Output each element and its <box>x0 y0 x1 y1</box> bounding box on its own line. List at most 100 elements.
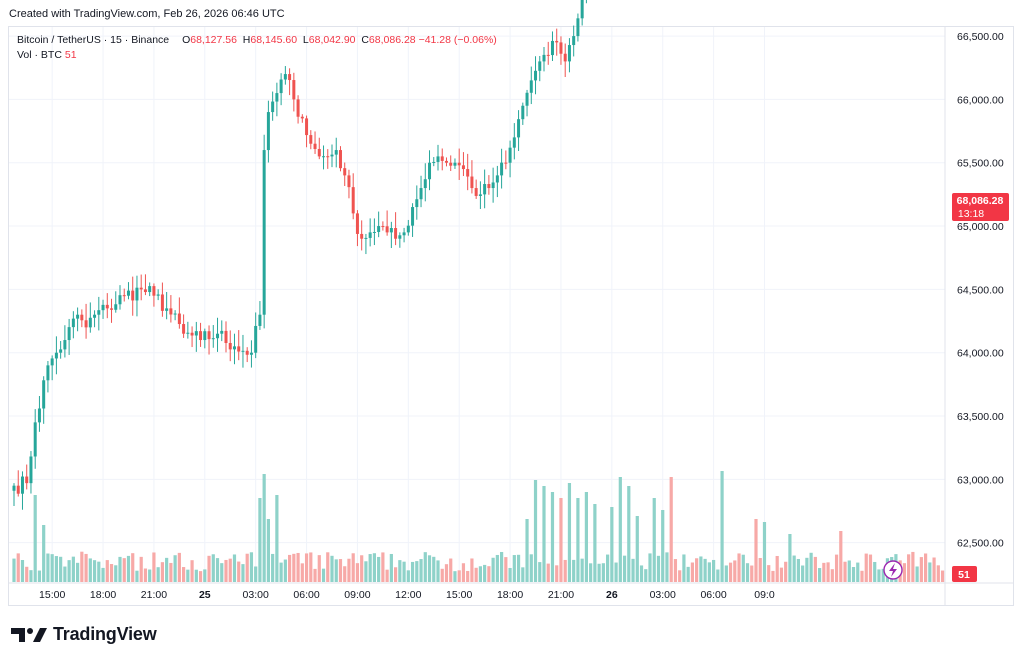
candle-body <box>122 295 126 297</box>
volume-bar <box>873 561 877 582</box>
candle-body <box>402 232 406 236</box>
volume-bar <box>661 510 665 582</box>
axis-badges: 68,086.28 13:18 51 <box>952 193 1009 582</box>
candle-body <box>25 476 29 484</box>
symbol-name[interactable]: Bitcoin / TetherUS · 15 · Binance <box>17 34 170 46</box>
volume-bar <box>631 558 635 582</box>
volume-bar <box>652 498 656 582</box>
volume-bar <box>695 558 699 582</box>
volume-bar <box>186 569 190 582</box>
volume-bar <box>940 570 945 582</box>
candle-body <box>326 156 330 158</box>
volume-bar <box>754 519 758 582</box>
candle-body <box>529 80 533 93</box>
volume-bar <box>224 559 228 582</box>
volume-bar <box>101 567 105 582</box>
volume-bar <box>491 557 495 582</box>
volume-bar <box>228 558 232 582</box>
candle-body <box>470 176 474 189</box>
volume-bar <box>351 553 355 582</box>
price-tick-label: 62,500.00 <box>957 538 1004 550</box>
volume-label: Vol · BTC <box>17 49 62 61</box>
volume-bar <box>326 552 330 582</box>
volume-bar <box>190 560 194 582</box>
candle-body <box>466 169 470 177</box>
candle-body <box>461 165 465 170</box>
candle-body <box>237 346 241 352</box>
volume-bar <box>232 554 237 582</box>
volume-bar <box>712 559 716 582</box>
candle-body <box>580 0 584 19</box>
volume-bar <box>584 492 588 582</box>
volume-bar <box>249 552 254 582</box>
candle-body <box>160 294 164 311</box>
volume-bar <box>924 553 928 582</box>
volume-bar <box>453 571 457 582</box>
candle-body <box>550 40 554 56</box>
volume-bar <box>589 563 593 582</box>
time-axis[interactable]: 15:00 18:00 21:00 25 03:00 06:00 09:00 12:00 15:… <box>39 589 775 601</box>
time-tick-label: 21:00 <box>141 589 167 601</box>
candle-body <box>478 194 482 196</box>
volume-bar <box>461 563 466 582</box>
volume-bar <box>639 565 644 582</box>
candle-countdown: 13:18 <box>958 208 984 220</box>
price-tick-label: 64,000.00 <box>957 348 1004 360</box>
time-tick-label: 21:00 <box>548 589 574 601</box>
time-tick-label: 06:00 <box>293 589 319 601</box>
candle-body <box>360 233 364 239</box>
candle-body <box>343 168 347 176</box>
candle-body <box>440 156 444 161</box>
volume-bar <box>542 486 546 582</box>
volume-bar <box>644 569 648 582</box>
volume-bar <box>389 553 393 582</box>
volume-bar <box>809 552 813 582</box>
volume-bar <box>406 570 410 582</box>
candle-body <box>300 116 304 119</box>
candle-body <box>279 79 283 94</box>
candle-body <box>135 287 139 301</box>
volume-bar <box>779 567 784 582</box>
volume-bar <box>516 554 521 582</box>
candle-body <box>271 101 275 113</box>
candle-body <box>572 36 576 46</box>
volume-bar <box>627 486 631 582</box>
volume-bar <box>525 519 529 582</box>
volume-bar <box>88 558 92 582</box>
high-value: 68,145.60 <box>250 34 298 46</box>
tradingview-brand[interactable]: TradingView <box>11 624 157 645</box>
volume-bar <box>648 553 652 582</box>
candle-body <box>457 162 461 166</box>
volume-bar <box>423 552 427 582</box>
volume-bar <box>440 568 444 582</box>
volume-bar <box>483 564 487 582</box>
candle-body <box>296 99 300 117</box>
candle-body <box>546 54 550 56</box>
candle-body <box>20 476 24 494</box>
candle-body <box>59 349 63 353</box>
lightning-icon[interactable] <box>883 560 903 580</box>
volume-bar <box>436 560 440 582</box>
volume-bar <box>902 563 906 582</box>
time-tick-label: 03:00 <box>243 589 269 601</box>
volume-bars <box>12 471 945 582</box>
candle-body <box>262 150 266 315</box>
price-axis[interactable]: 62,500.00 63,000.00 63,500.00 64,000.00 64,5… <box>957 0 1004 550</box>
volume-bar <box>724 565 728 582</box>
volume-bar <box>50 554 54 582</box>
candle-body <box>538 61 542 71</box>
volume-bar <box>745 563 750 582</box>
candle-body <box>491 182 495 189</box>
volume-bar <box>262 474 266 582</box>
volume-bar <box>304 553 309 582</box>
candle-body <box>63 340 67 350</box>
candle-body <box>504 162 508 164</box>
chart-panel[interactable] <box>8 26 1014 606</box>
volume-bar <box>703 558 707 582</box>
volume-bar <box>394 567 398 582</box>
candle-body <box>377 226 381 232</box>
volume-bar <box>622 555 627 582</box>
candle-body <box>423 179 427 189</box>
volume-bar <box>16 553 20 582</box>
